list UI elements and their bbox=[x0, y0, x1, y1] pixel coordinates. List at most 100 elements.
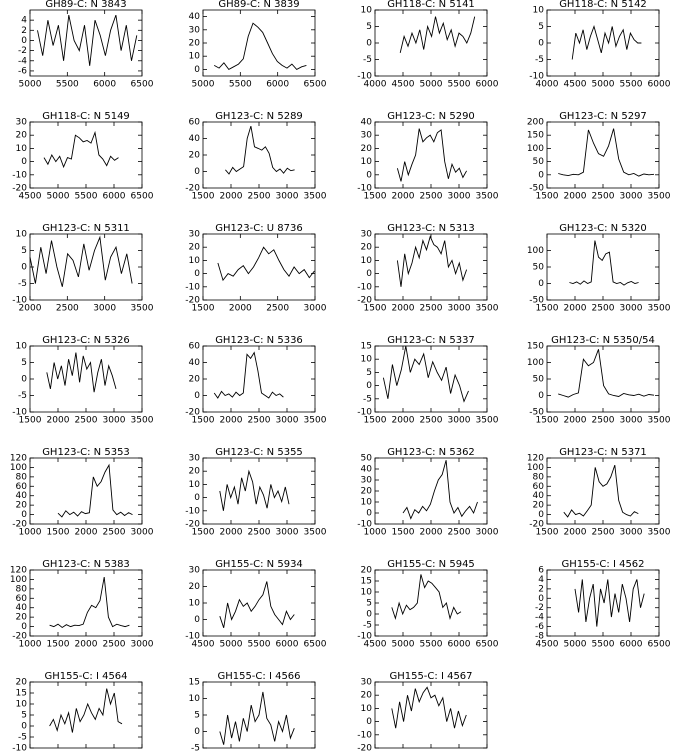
y-tick-label: -10 bbox=[357, 520, 372, 530]
y-tick-label: 2 bbox=[21, 26, 27, 36]
y-tick-label: -6 bbox=[18, 66, 27, 76]
y-tick-label: 20 bbox=[361, 566, 373, 576]
x-tick-label: 6000 bbox=[648, 80, 671, 90]
panel: GH123-C: U 8736 1500 2000 2500 3000 -20 -10 0 10… bbox=[185, 223, 326, 314]
y-tick-label: 60 bbox=[189, 342, 201, 352]
y-tick-label: 0 bbox=[21, 263, 27, 273]
x-tick-label: 2500 bbox=[103, 528, 126, 538]
spectrum-line bbox=[402, 460, 478, 520]
y-tick-label: 10 bbox=[361, 588, 373, 598]
y-tick-label: 5 bbox=[21, 358, 27, 368]
x-tick-label: 6500 bbox=[131, 192, 154, 202]
y-tick-label: 10 bbox=[16, 700, 28, 710]
x-tick-label: 3000 bbox=[448, 192, 471, 202]
y-tick-label: -5 bbox=[18, 391, 27, 401]
x-tick-label: 6500 bbox=[648, 640, 671, 650]
y-tick-label: -20 bbox=[185, 184, 200, 194]
spectrum-line bbox=[213, 351, 284, 399]
panel-title: GH123-C: N 5355 bbox=[215, 447, 303, 458]
x-tick-label: 5000 bbox=[220, 640, 243, 650]
panel: GH155-C: N 5945 4500 5000 5500 6000 6500 -10-5… bbox=[357, 559, 498, 650]
plot-frame bbox=[546, 9, 660, 77]
plot-frame bbox=[202, 121, 316, 189]
y-tick-label: -10 bbox=[357, 730, 372, 740]
y-tick-label: 10 bbox=[189, 480, 201, 490]
panel: GH123-C: N 5337 1500 2000 2500 3000 3500 -10 -5… bbox=[357, 335, 498, 426]
y-tick-label: -20 bbox=[357, 744, 372, 752]
panel-title: GH123-C: U 8736 bbox=[215, 223, 302, 234]
y-tick-label: 5 bbox=[194, 711, 200, 721]
y-tick-label: -5 bbox=[363, 621, 372, 631]
x-tick-label: 1000 bbox=[19, 528, 42, 538]
y-tick-label: 60 bbox=[16, 594, 28, 604]
panel: GH155-C: I 456445005000550060006500-10-5… bbox=[12, 671, 153, 752]
plot-frame bbox=[202, 681, 316, 749]
x-tick-label: 6000 bbox=[103, 192, 126, 202]
y-tick-label: 10 bbox=[189, 599, 201, 609]
plot-frame bbox=[202, 9, 316, 77]
y-tick-label: 4 bbox=[21, 16, 27, 26]
y-tick-label: 0 bbox=[194, 493, 200, 503]
y-tick-label: 0 bbox=[538, 510, 544, 520]
x-tick-label: 1500 bbox=[192, 528, 215, 538]
x-tick-label: 5500 bbox=[448, 80, 471, 90]
x-tick-label: 4500 bbox=[192, 640, 215, 650]
y-tick-label: -10 bbox=[357, 632, 372, 642]
plot-frame bbox=[546, 233, 660, 301]
x-tick-label: 2500 bbox=[420, 192, 443, 202]
x-tick-label: 3500 bbox=[304, 416, 327, 426]
y-tick-label: 120 bbox=[10, 454, 27, 464]
plot-frame bbox=[546, 345, 660, 413]
x-tick-label: 3000 bbox=[131, 528, 154, 538]
panel: GH123-C: N 5326 1500 2000 2500 3000 3500 -10 -5… bbox=[12, 335, 153, 426]
y-tick-label: 100 bbox=[10, 463, 27, 473]
y-tick-label: 0 bbox=[538, 279, 544, 289]
x-tick-label: 6000 bbox=[266, 80, 289, 90]
y-tick-label: -50 bbox=[529, 408, 544, 418]
plot-frame bbox=[202, 345, 316, 413]
panel-title: GH118-C: N 5141 bbox=[387, 0, 475, 10]
panel: GH155-C: I 456715002000250030003500-20-1… bbox=[357, 671, 498, 752]
y-tick-label: -20 bbox=[12, 520, 27, 530]
y-tick-label: 60 bbox=[16, 482, 28, 492]
x-tick-label: 5000 bbox=[392, 640, 415, 650]
y-tick-label: 120 bbox=[10, 566, 27, 576]
y-tick-label: -4 bbox=[535, 613, 544, 623]
x-tick-label: 1500 bbox=[536, 528, 559, 538]
plot-frame bbox=[546, 569, 660, 637]
y-tick-label: 20 bbox=[533, 501, 545, 511]
spectrum-line bbox=[399, 16, 476, 54]
y-tick-label: 20 bbox=[16, 678, 28, 688]
y-tick-label: -10 bbox=[12, 744, 27, 752]
y-tick-label: 0 bbox=[21, 622, 27, 632]
y-tick-label: 40 bbox=[361, 465, 373, 475]
x-tick-label: 5500 bbox=[620, 80, 643, 90]
y-tick-label: 20 bbox=[16, 131, 28, 141]
spectrum-line bbox=[219, 469, 290, 511]
plot-frame bbox=[374, 681, 488, 749]
y-tick-label: 100 bbox=[527, 246, 544, 256]
x-tick-label: 6500 bbox=[476, 640, 499, 650]
y-tick-label: 15 bbox=[16, 689, 27, 699]
x-tick-label: 6000 bbox=[620, 640, 643, 650]
x-tick-label: 1500 bbox=[364, 416, 387, 426]
plot-frame bbox=[29, 121, 143, 189]
y-tick-label: 10 bbox=[189, 694, 201, 704]
x-tick-label: 3500 bbox=[648, 416, 671, 426]
y-tick-label: 200 bbox=[527, 118, 544, 128]
x-tick-label: 2500 bbox=[248, 416, 271, 426]
x-tick-label: 1500 bbox=[536, 304, 559, 314]
y-tick-label: 50 bbox=[533, 157, 545, 167]
y-tick-label: -20 bbox=[12, 184, 27, 194]
x-tick-label: 1000 bbox=[364, 528, 387, 538]
y-tick-label: -20 bbox=[185, 520, 200, 530]
y-tick-label: 0 bbox=[194, 269, 200, 279]
x-tick-label: 3500 bbox=[304, 528, 327, 538]
x-tick-label: 2000 bbox=[220, 528, 243, 538]
x-tick-label: 4000 bbox=[536, 80, 559, 90]
x-tick-label: 1500 bbox=[364, 192, 387, 202]
y-tick-label: 150 bbox=[527, 131, 544, 141]
x-tick-label: 3000 bbox=[448, 304, 471, 314]
panel-title: GH155-C: I 4562 bbox=[561, 559, 644, 570]
x-tick-label: 1500 bbox=[392, 528, 415, 538]
